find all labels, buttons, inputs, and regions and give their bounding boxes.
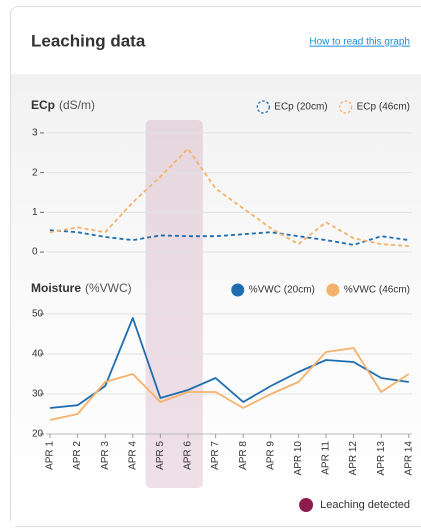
x-tick-label: APR 11 — [321, 441, 332, 475]
y-tick-label: 3 — [32, 128, 38, 139]
x-tick-label: APR 10 — [293, 441, 304, 476]
x-tick-label: APR 5 — [155, 441, 166, 470]
series-line — [49, 347, 410, 421]
series-line — [49, 147, 409, 247]
chart-area — [11, 74, 421, 526]
chart-title: Moisture (%VWC) — [31, 281, 132, 295]
x-tick-label: APR 9 — [265, 441, 276, 470]
x-tick-label: APR 13 — [376, 441, 387, 476]
x-tick-label: APR 1 — [45, 441, 56, 470]
y-tick-label: 40 — [32, 349, 44, 360]
x-tick-label: APR 8 — [238, 441, 249, 470]
x-tick-label: APR 7 — [210, 441, 221, 470]
chart-unit: (%VWC) — [85, 281, 132, 295]
legend-marker — [338, 100, 353, 114]
x-tick-label: APR 4 — [127, 441, 138, 470]
help-link[interactable]: How to read this graph — [309, 37, 410, 48]
highlight-label: Leaching detected — [320, 499, 410, 511]
y-tick-label: 20 — [32, 429, 44, 440]
legend-label: ECp (46cm) — [357, 102, 410, 113]
x-tick-label: APR 14 — [403, 441, 414, 476]
x-tick-label: APR 6 — [183, 441, 194, 470]
series-line — [49, 317, 409, 409]
y-tick-label: 1 — [32, 207, 38, 218]
chart-title: ECp (dS/m) — [31, 98, 95, 112]
x-tick-label: APR 2 — [72, 441, 83, 470]
highlight-marker — [299, 498, 314, 512]
y-tick-label: 2 — [32, 167, 38, 178]
card-title: Leaching data — [31, 31, 146, 50]
x-tick-label: APR 12 — [348, 441, 359, 476]
y-tick-label: 30 — [32, 389, 44, 400]
legend-marker — [256, 100, 270, 114]
leaching-band — [145, 120, 203, 488]
chart-title-text: ECp — [31, 98, 55, 112]
y-tick-label: 0 — [32, 247, 38, 258]
legend-label: ECp (20cm) — [274, 102, 327, 113]
legend-label: %VWC (20cm) — [249, 285, 315, 296]
series-line — [49, 229, 409, 246]
chart-title-text: Moisture — [31, 281, 81, 295]
legend-marker — [326, 283, 340, 297]
chart-unit: (dS/m) — [59, 98, 95, 112]
y-tick-label: 50 — [32, 309, 44, 320]
legend-label: %VWC (46cm) — [344, 285, 410, 296]
x-tick-label: APR 3 — [100, 441, 111, 470]
legend-marker — [231, 283, 245, 297]
